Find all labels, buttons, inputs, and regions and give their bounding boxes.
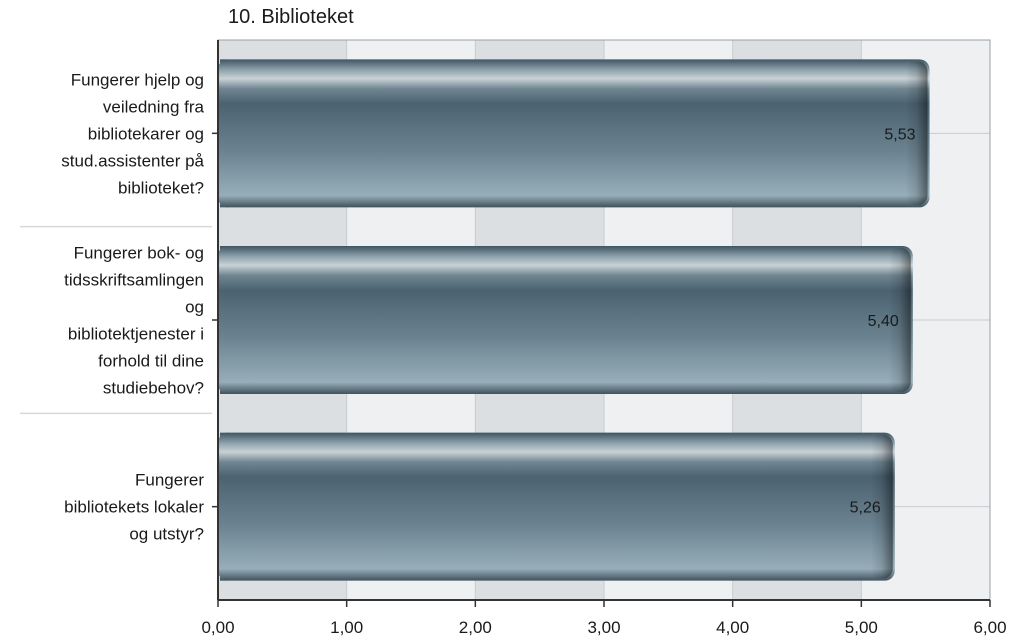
x-tick-label: 3,00 (587, 618, 620, 637)
category-label-line: studiebehov? (103, 379, 204, 398)
x-tick-label: 2,00 (459, 618, 492, 637)
bar (218, 246, 913, 394)
category-label-line: Fungerer hjelp og (71, 70, 204, 89)
x-tick-label: 1,00 (330, 618, 363, 637)
x-tick-label: 0,00 (201, 618, 234, 637)
bar-base (220, 246, 228, 394)
bar-end-shade (905, 61, 928, 206)
category-label-line: tidsskriftsamlingen (64, 271, 204, 290)
category-label-line: Fungerer (135, 471, 204, 490)
category-label-line: bibliotekarer og (88, 124, 204, 143)
category-label-line: Fungerer bok- og (74, 244, 204, 263)
category-label-line: biblioteket? (118, 178, 204, 197)
bar (218, 432, 895, 581)
bar (218, 59, 930, 208)
bar-base (220, 432, 228, 581)
value-label: 5,40 (868, 313, 899, 330)
bar-base (220, 59, 228, 208)
bar-group (218, 59, 930, 208)
category-label: Fungerer hjelp og veiledning fra bibliotek… (61, 70, 204, 197)
x-tick-label: 4,00 (716, 618, 749, 637)
bar-group (218, 432, 895, 581)
category-label-line: bibliotekets lokaler (64, 498, 204, 517)
category-label-line: veiledning fra (103, 97, 205, 116)
value-label: 5,53 (884, 126, 915, 143)
category-label-line: bibliotektjenester i (68, 325, 204, 344)
x-tick-label: 5,00 (845, 618, 878, 637)
category-label-line: og utstyr? (129, 525, 204, 544)
category-label-line: forhold til dine (98, 352, 204, 371)
x-tick-label: 6,00 (973, 618, 1006, 637)
category-label: Fungerer bibliotekets lokaler og utstyr? (64, 471, 204, 544)
bar-end-shade (870, 434, 893, 579)
bar-group (218, 246, 913, 394)
bar-end-shade (888, 248, 911, 392)
category-label-line: og (185, 298, 204, 317)
category-label: Fungerer bok- og tidsskriftsamlingen og bib… (64, 244, 204, 398)
value-label: 5,26 (850, 500, 881, 517)
category-label-line: stud.assistenter på (61, 151, 204, 170)
chart-title: 10. Biblioteket (228, 6, 354, 28)
